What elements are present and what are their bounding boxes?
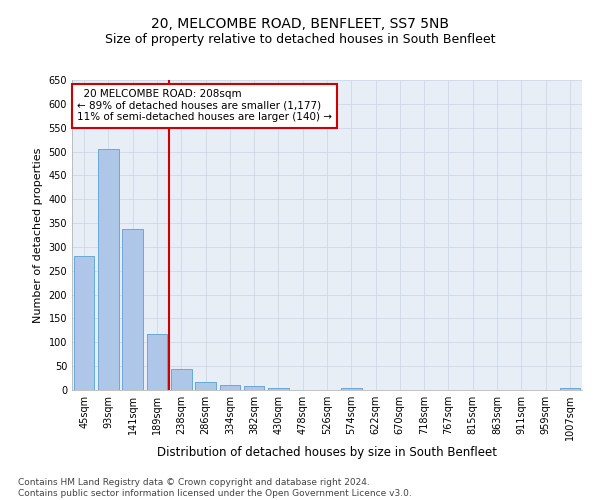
- Bar: [122, 229, 143, 390]
- Bar: [268, 388, 289, 390]
- Text: Contains HM Land Registry data © Crown copyright and database right 2024.
Contai: Contains HM Land Registry data © Crown c…: [18, 478, 412, 498]
- Bar: [244, 386, 265, 390]
- Bar: [171, 368, 191, 390]
- X-axis label: Distribution of detached houses by size in South Benfleet: Distribution of detached houses by size …: [157, 446, 497, 459]
- Text: 20, MELCOMBE ROAD, BENFLEET, SS7 5NB: 20, MELCOMBE ROAD, BENFLEET, SS7 5NB: [151, 18, 449, 32]
- Text: 20 MELCOMBE ROAD: 208sqm
← 89% of detached houses are smaller (1,177)
11% of sem: 20 MELCOMBE ROAD: 208sqm ← 89% of detach…: [77, 90, 332, 122]
- Bar: [560, 388, 580, 390]
- Bar: [146, 334, 167, 390]
- Bar: [220, 385, 240, 390]
- Bar: [195, 382, 216, 390]
- Text: Size of property relative to detached houses in South Benfleet: Size of property relative to detached ho…: [105, 32, 495, 46]
- Bar: [74, 256, 94, 390]
- Y-axis label: Number of detached properties: Number of detached properties: [33, 148, 43, 322]
- Bar: [341, 388, 362, 390]
- Bar: [98, 149, 119, 390]
